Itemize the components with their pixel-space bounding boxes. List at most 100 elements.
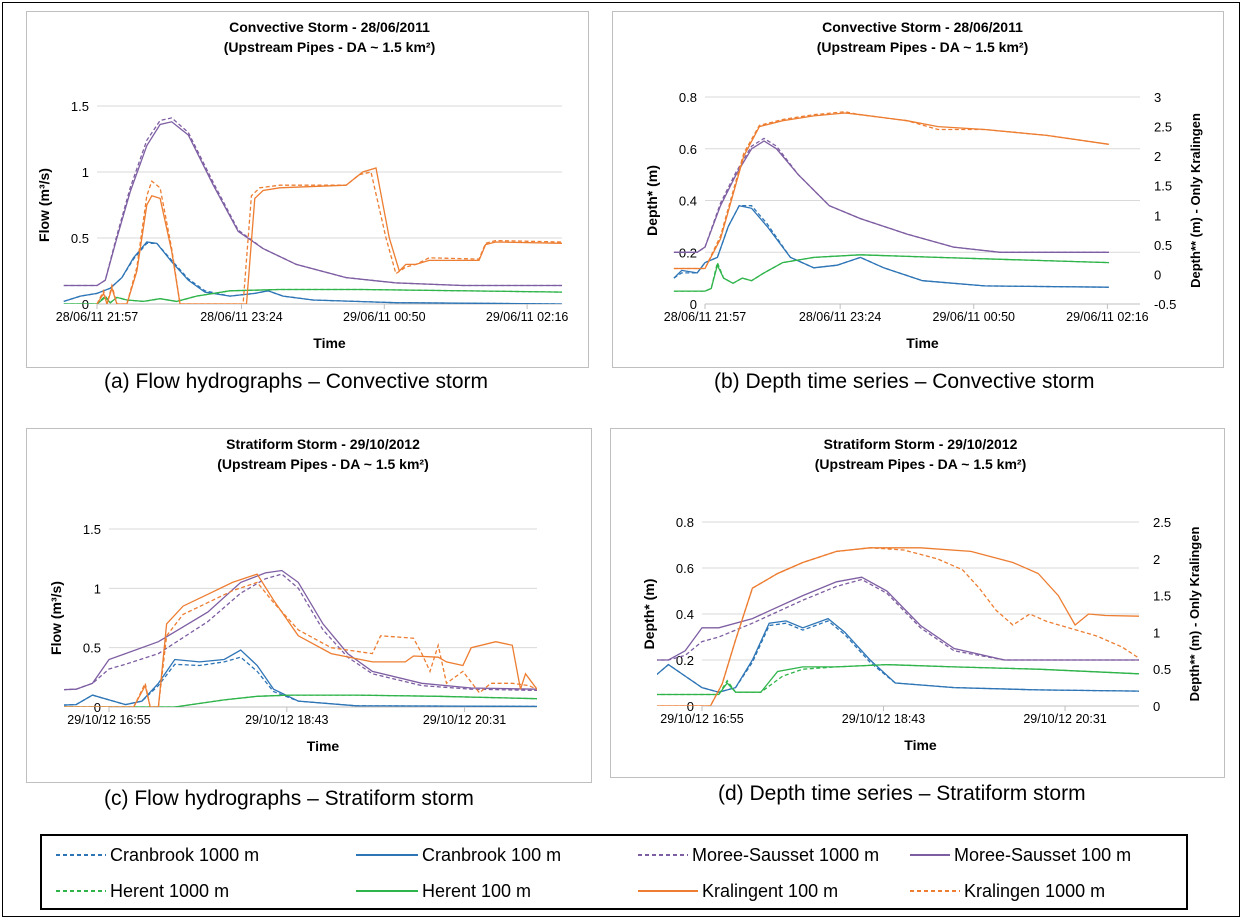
series-line-moree-1000m [63,117,562,287]
chart-b-svg: 00.20.40.60.828/06/11 21:57 28/06/11 23:2… [644,19,1203,351]
legend: Cranbrook 1000 m Cranbrook 100 m Moree-S… [40,834,1188,910]
y-tick-label: 1.5 [83,522,101,537]
y2-tick-label: -0.5 [1154,297,1176,312]
legend-item: Herent 100 m [356,876,531,906]
series-line-herent-1000m [64,694,537,707]
chart-title: Convective Storm - 28/06/2011 [822,19,1023,35]
x-axis-label: Time [904,737,937,753]
chart-panel-d: 0 0.2 0.4 0.6 0.8 29/10/12 16:55 29/10/12 18:4… [610,428,1225,778]
y-tick-label: 0 [687,699,694,714]
y2-tick-label: 2.5 [1153,515,1171,530]
x-tick-label: 28/06/11 23:24 [799,310,882,324]
series-line-cranbrook-100m [673,204,1109,288]
series-line-moree-100m [657,576,1139,661]
y-tick-label: 0.8 [676,515,694,530]
legend-item: Herent 1000 m [56,876,229,906]
chart-title: Convective Storm - 28/06/2011 [229,19,430,35]
legend-label: Cranbrook 100 m [422,844,562,865]
y2-tick-label: 3 [1154,90,1161,105]
x-tick-label: 28/06/11 21:57 [664,310,747,324]
y-axis-label: Depth* (m) [644,165,660,236]
y-tick-label: 0 [690,297,697,312]
legend-swatch [356,854,418,856]
series-line-cranbrook-1000m [657,620,1139,693]
y2-tick-label: 0 [1154,267,1161,282]
y2-axis-label: Depth** (m) - Only Kralingen [1187,527,1202,702]
series-line-kralingen-1000m [673,111,1109,270]
series-line-herent-100m [63,288,562,304]
legend-label: Moree-Sausset 1000 m [692,844,880,865]
chart-panel-c: 0 0.5 1 1.5 29/10/12 16:55 29/10/12 18:43 29/1… [26,428,592,783]
y-tick-label: 0.2 [676,653,694,668]
x-axis-label: Time [307,738,340,754]
legend-item: Cranbrook 100 m [356,840,561,870]
legend-swatch [638,890,698,892]
y-axis-label: Flow (m³/s) [36,168,52,242]
caption-d: (d) Depth time series – Stratiform storm [718,782,1086,805]
x-tick-label: 28/06/11 23:24 [200,310,283,324]
series-line-cranbrook-1000m [63,242,562,304]
y2-tick-label: 2.5 [1154,120,1172,135]
series-line-kralingen-100m [673,112,1109,270]
series-line-kralingen-100m [64,573,537,707]
series-line-moree-1000m [657,578,1139,661]
series-line-moree-100m [673,140,1109,253]
legend-swatch [910,854,950,856]
caption-b: (b) Depth time series – Convective storm [714,370,1095,393]
x-tick-label: 29/10/12 18:43 [842,712,925,726]
chart-title: Stratiform Storm - 29/10/2012 [226,436,420,452]
legend-label: Herent 100 m [422,880,532,901]
y-axis-label: Flow (m³/s) [48,581,64,655]
x-tick-label: 29/10/12 16:55 [67,713,150,727]
y-tick-label: 0.5 [83,641,101,656]
x-axis-label: Time [313,335,346,351]
legend-swatch [56,854,106,856]
legend-label: Cranbrook 1000 m [110,844,260,865]
y2-tick-label: 2 [1154,149,1161,164]
y-tick-label: 0.4 [676,607,694,622]
chart-panel-a: 0 0.5 1 1.5 28/06/11 21:57 28/06/11 23:24 29/0… [26,11,589,368]
series-line-moree-1000m [673,137,1109,253]
series-line-kralingen-1000m [96,171,562,304]
series-line-kralingen-1000m [64,581,537,707]
legend-item: Kralingen 1000 m [910,876,1105,906]
legend-swatch [356,890,418,892]
y2-tick-label: 0.5 [1154,238,1172,253]
y-axis-label: Depth* (m) [641,579,657,650]
x-tick-label: 29/06/11 00:50 [933,310,1016,324]
y-tick-label: 0.6 [679,142,697,157]
x-tick-label: 29/10/12 20:31 [1023,712,1106,726]
legend-label: Kralingen 1000 m [964,880,1106,901]
chart-a-svg: 0 0.5 1 1.5 28/06/11 21:57 28/06/11 23:24 29/0… [36,19,569,351]
x-tick-label: 29/10/12 16:55 [660,712,743,726]
series-line-herent-1000m [657,663,1139,696]
chart-title: (Upstream Pipes - DA ~ 1.5 km²) [224,39,436,55]
legend-item: Moree-Sausset 1000 m [638,840,879,870]
series-line-herent-1000m [673,254,1109,292]
series-line-moree-1000m [64,573,537,692]
legend-swatch [56,890,106,892]
series-line-kralingen-1000m [657,547,1139,706]
y2-axis-label: Depth** (m) - Only Kralingen [1188,113,1203,288]
series-line-moree-100m [64,569,537,691]
y-tick-label: 1 [94,581,101,596]
legend-swatch [910,890,960,892]
caption-c: (c) Flow hydrographs – Stratiform storm [104,787,474,810]
series-line-cranbrook-100m [657,617,1139,693]
y2-tick-label: 1.5 [1153,589,1171,604]
y2-tick-label: 2 [1153,552,1160,567]
chart-title: (Upstream Pipes - DA ~ 1.5 km²) [217,456,429,472]
caption-a: (a) Flow hydrographs – Convective storm [104,370,488,393]
y-tick-label: 0.8 [679,90,697,105]
x-tick-label: 29/06/11 00:50 [343,310,426,324]
y-tick-label: 0.6 [676,561,694,576]
series-line-cranbrook-100m [64,649,537,707]
y2-tick-label: 1 [1154,208,1161,223]
x-tick-label: 29/06/11 02:16 [486,310,569,324]
y2-tick-label: 0 [1153,699,1160,714]
legend-label: Kralingent 100 m [702,880,839,901]
y2-tick-label: 0.5 [1153,662,1171,677]
series-line-kralingen-100m [96,167,562,304]
y-tick-label: 1 [82,165,89,180]
